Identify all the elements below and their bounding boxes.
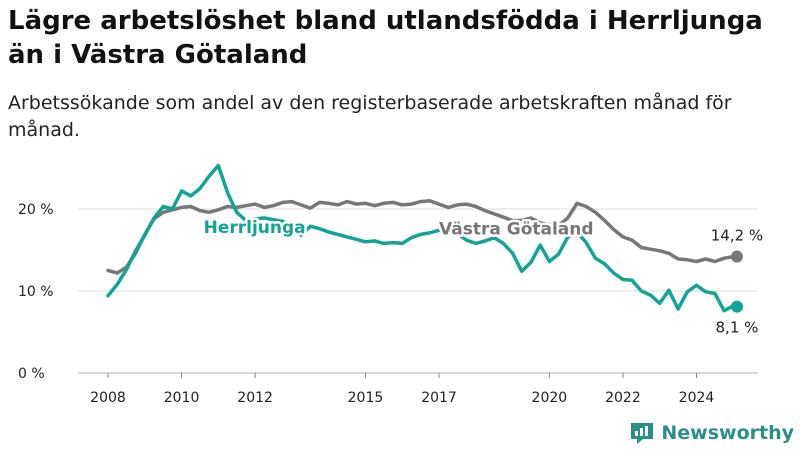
series-label-vastra-gotaland: Västra Götaland <box>439 219 594 239</box>
series-line-herrljunga <box>106 163 739 313</box>
x-tick-label: 2012 <box>237 390 273 406</box>
chart-subtitle: Arbetssökande som andel av den registerb… <box>8 92 732 141</box>
series-end-label: 8,1 % <box>716 319 759 337</box>
x-tick-label: 2010 <box>164 390 200 406</box>
series-end-point <box>730 250 743 263</box>
y-tick-label: 20 % <box>18 202 54 218</box>
brand-name: Newsworthy <box>661 422 794 444</box>
y-tick-label: 0 % <box>18 366 45 382</box>
newsworthy-logo-icon <box>631 423 654 444</box>
x-tick-label: 2008 <box>90 390 126 406</box>
x-tick-label: 2024 <box>679 390 715 406</box>
series-end-point <box>730 300 743 313</box>
x-tick-label: 2017 <box>421 390 457 406</box>
x-tick-label: 2020 <box>532 390 568 406</box>
chart-title: Lägre arbetslöshet bland utlandsfödda i … <box>8 6 763 70</box>
series-end-label: 14,2 % <box>711 227 763 245</box>
x-tick-label: 2015 <box>348 390 384 406</box>
brand-logo: Newsworthy <box>629 420 794 446</box>
series-label-herrljunga: Herrljunga <box>204 218 306 238</box>
x-tick-label: 2022 <box>605 390 641 406</box>
y-tick-label: 10 % <box>18 284 54 300</box>
series-line-v-stra-g-taland <box>106 199 739 275</box>
